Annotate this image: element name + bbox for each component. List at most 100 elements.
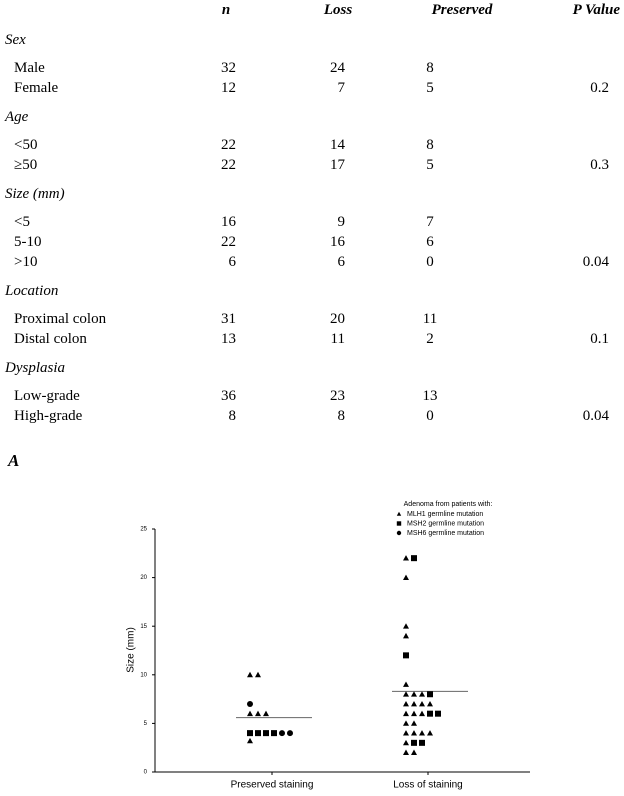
data-point — [287, 730, 293, 737]
column-header: Loss — [323, 2, 353, 18]
loss-value: 8 — [337, 408, 346, 424]
y-tick-label: 0 — [144, 770, 148, 776]
loss-value: 20 — [330, 311, 345, 327]
legend-label: MSH6 germline mutation — [407, 530, 484, 537]
data-point — [435, 710, 441, 717]
n-value: 13 — [221, 331, 236, 347]
group-label: Size (mm) — [5, 186, 65, 202]
y-axis-label: Size (mm) — [126, 627, 137, 673]
data-point — [419, 691, 425, 697]
row-label: Female — [14, 80, 59, 96]
data-point — [411, 555, 417, 562]
p-value: 0.04 — [582, 408, 609, 424]
data-point — [403, 632, 409, 639]
n-value: 22 — [221, 157, 236, 173]
data-point — [403, 739, 409, 746]
data-point — [403, 555, 409, 561]
preserved-value: 13 — [422, 388, 438, 404]
group-label: Age — [5, 109, 29, 125]
p-value: 0.1 — [590, 331, 609, 347]
group-label: Dysplasia — [5, 360, 65, 376]
data-point — [403, 720, 409, 726]
data-point — [255, 710, 261, 717]
row-label: 5-10 — [14, 234, 42, 250]
loss-value: 16 — [330, 234, 345, 250]
data-point — [403, 681, 409, 687]
data-point — [403, 710, 409, 717]
data-point — [419, 739, 425, 746]
data-point — [247, 710, 253, 717]
n-value: 36 — [221, 388, 236, 404]
preserved-value: 8 — [426, 60, 434, 76]
n-value: 12 — [221, 80, 236, 96]
legend-label: MLH1 germline mutation — [407, 511, 483, 518]
preserved-value: 6 — [426, 234, 434, 250]
data-point — [403, 691, 409, 697]
panel-label: A — [8, 451, 20, 470]
row-label: >10 — [14, 254, 38, 270]
legend-marker — [396, 530, 402, 536]
data-point — [263, 710, 269, 717]
n-value: 22 — [221, 137, 236, 153]
y-tick-label: 25 — [140, 527, 147, 533]
n-value: 22 — [221, 234, 236, 250]
preserved-value: 7 — [426, 214, 434, 230]
data-point — [403, 749, 409, 755]
row-label: Distal colon — [14, 331, 87, 347]
column-header: P Value — [572, 2, 620, 18]
y-tick-label: 5 — [144, 721, 148, 727]
data-point — [419, 700, 425, 707]
data-point — [247, 700, 253, 707]
data-point — [427, 700, 433, 707]
data-point — [403, 652, 409, 659]
preserved-value: 2 — [426, 331, 434, 347]
legend-marker — [396, 521, 402, 526]
data-point — [411, 749, 417, 755]
data-point — [403, 700, 409, 707]
y-tick-label: 10 — [140, 672, 147, 678]
group-label: Location — [5, 283, 59, 299]
row-label: Low-grade — [14, 388, 80, 404]
p-value: 0.04 — [582, 254, 609, 270]
row-label: Male — [14, 60, 45, 76]
group-label: Sex — [5, 32, 26, 48]
row-label: <5 — [14, 214, 30, 230]
preserved-value: 8 — [426, 137, 434, 153]
data-point — [411, 739, 417, 746]
n-value: 8 — [228, 408, 237, 424]
data-point — [255, 671, 261, 678]
row-label: High-grade — [14, 408, 83, 424]
loss-value: 11 — [330, 331, 345, 347]
preserved-value: 11 — [422, 311, 438, 327]
data-point — [247, 730, 253, 737]
data-point — [403, 574, 409, 580]
n-value: 31 — [221, 311, 236, 327]
data-point — [247, 737, 253, 744]
p-value: 0.2 — [590, 80, 609, 96]
loss-value: 14 — [330, 137, 345, 153]
data-point — [419, 710, 425, 717]
loss-value: 23 — [330, 388, 345, 404]
data-point — [403, 623, 409, 629]
legend-title: Adenoma from patients with: — [404, 501, 493, 508]
y-tick-label: 15 — [140, 624, 147, 630]
data-point — [411, 710, 417, 717]
column-header: Preserved — [431, 2, 493, 18]
data-point — [427, 691, 433, 698]
preserved-value: 0 — [426, 408, 434, 424]
preserved-value: 5 — [426, 80, 434, 96]
data-point — [279, 730, 285, 737]
loss-value: 17 — [330, 157, 345, 173]
p-value: 0.3 — [590, 157, 609, 173]
data-point — [419, 730, 425, 736]
row-label: <50 — [14, 137, 38, 153]
data-point — [411, 700, 417, 707]
data-point — [263, 730, 269, 737]
y-tick-label: 20 — [140, 575, 147, 581]
loss-value: 24 — [330, 60, 345, 76]
column-header: n — [221, 2, 231, 18]
data-point — [247, 671, 253, 678]
loss-value: 9 — [337, 214, 346, 230]
n-value: 32 — [221, 60, 236, 76]
